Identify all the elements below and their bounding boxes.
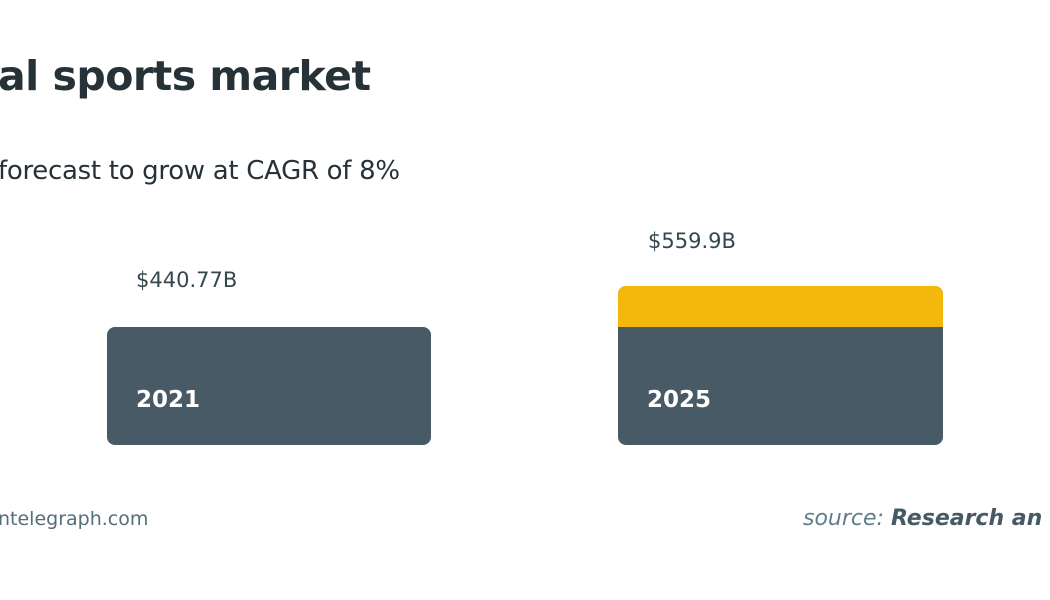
bar-2025: 2025	[618, 286, 943, 445]
bar-year-2025: 2025	[647, 387, 712, 413]
value-label-2021: $440.77B	[136, 268, 238, 292]
chart-title: al sports market	[0, 52, 371, 100]
source-name: Research an	[890, 506, 1043, 531]
footer-source: source: Research an	[803, 506, 1042, 531]
bar-year-2021: 2021	[136, 387, 201, 413]
chart-subtitle: forecast to grow at CAGR of 8%	[0, 156, 400, 186]
bar-2021: 2021	[107, 327, 431, 445]
bar-growth-segment	[618, 286, 943, 327]
footer-site: ntelegraph.com	[0, 508, 149, 530]
source-prefix: source:	[803, 506, 891, 531]
value-label-2025: $559.9B	[648, 229, 736, 253]
